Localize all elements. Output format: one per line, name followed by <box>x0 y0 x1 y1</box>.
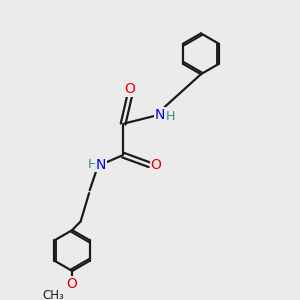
Text: CH₃: CH₃ <box>43 289 64 300</box>
Text: N: N <box>155 108 165 122</box>
Text: O: O <box>67 277 78 291</box>
Text: O: O <box>124 82 135 97</box>
Text: H: H <box>88 158 97 171</box>
Text: N: N <box>96 158 106 172</box>
Text: O: O <box>150 158 161 172</box>
Text: H: H <box>166 110 175 123</box>
